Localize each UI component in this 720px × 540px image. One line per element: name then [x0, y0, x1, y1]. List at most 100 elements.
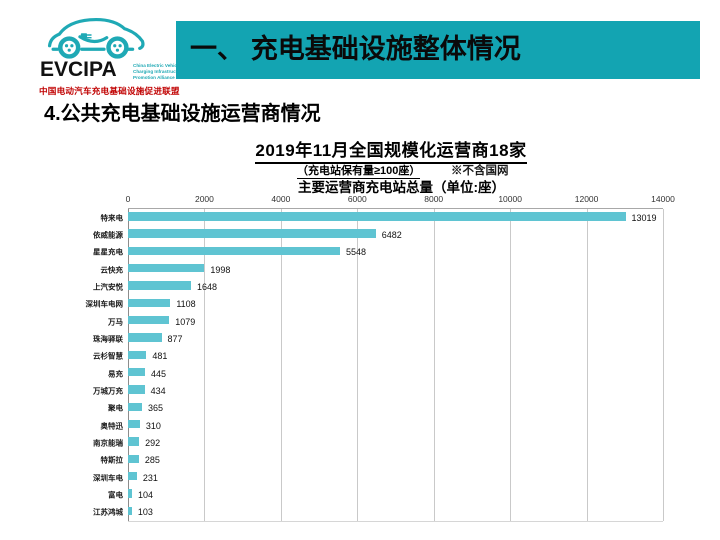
bar-value-label: 481 [152, 351, 168, 362]
x-axis-tick-label: 10000 [498, 194, 522, 204]
bar [128, 229, 376, 238]
bar-category-label: 特来电 [100, 213, 124, 223]
bar-value-label: 103 [137, 507, 153, 518]
x-axis-tick-label: 4000 [271, 194, 291, 204]
bar-category-label: 奥特迅 [100, 421, 124, 431]
bar-value-label: 877 [167, 333, 183, 344]
bar [128, 281, 191, 290]
gridline [204, 209, 206, 521]
bar [128, 315, 170, 325]
bar-row: 上汽安悦 1648 [93, 278, 663, 295]
bar-row: 富电 104 [108, 486, 663, 503]
gridline [433, 209, 435, 521]
chart-title: 2019年11月全国规模化运营商18家 [255, 136, 527, 164]
bar-row: 南京能瑞 292 [93, 434, 663, 451]
evcipa-logo: EVCIPA China Electric Vehicle Charging I… [38, 6, 188, 96]
bar-row: 奥特迅 310 [101, 417, 663, 434]
gridline [510, 209, 512, 521]
bar-value-label: 231 [142, 472, 158, 483]
bar [128, 333, 162, 342]
bar-value-label: 1079 [175, 316, 196, 327]
chart-title-wrap: 2019年11月全国规模化运营商18家 [181, 136, 601, 164]
bar-category-label: 聚电 [108, 403, 123, 413]
gridline [280, 209, 282, 521]
y-axis-line [128, 209, 129, 521]
gridline [586, 209, 588, 521]
bar [128, 402, 142, 412]
bar-value-label: 310 [145, 420, 161, 431]
bar-row: 依威能源 6482 [93, 226, 663, 243]
bar-row: 云快充 1998 [101, 261, 663, 278]
page-title: 一、 充电基础设施整体情况 [190, 34, 521, 64]
bar-category-label: 特斯拉 [100, 455, 124, 465]
bar-value-label: 104 [137, 489, 153, 500]
bar-row: 深圳车电 231 [93, 469, 663, 486]
bar-category-label: 云快充 [100, 265, 124, 275]
x-axis-tick-label: 8000 [424, 194, 444, 204]
bar-row: 星星充电 5548 [93, 244, 663, 261]
chart-subtitle: （充电站保有量≥100座） [297, 162, 421, 179]
logo-english-name: China Electric Vehicle Charging Infrastr… [133, 63, 185, 80]
bar-value-label: 6482 [381, 229, 402, 240]
bar-category-label: 万马 [108, 317, 123, 327]
bar-value-label: 365 [147, 403, 163, 414]
slide-header-bar: 一、 充电基础设施整体情况 [176, 21, 700, 79]
bar-category-label: 易充 [108, 369, 123, 379]
bar-row: 易充 445 [108, 365, 663, 382]
bar-category-label: 上汽安悦 [93, 282, 123, 292]
section-title: 4.公共充电基础设施运营商情况 [44, 103, 321, 125]
bar-category-label: 云杉智慧 [93, 351, 123, 361]
chart-note: ※不含国网 [451, 165, 509, 177]
x-axis: 0 2000 4000 6000 8000 10000 12000 14000 [125, 194, 675, 207]
bar-row: 深圳车电网 1108 [86, 296, 663, 313]
bar-category-label: 星星充电 [93, 247, 123, 257]
bar-category-label: 南京能瑞 [93, 438, 123, 448]
bar [128, 506, 132, 516]
bar-value-label: 5548 [346, 247, 367, 258]
bar-row: 珠海驿联 877 [93, 330, 663, 347]
x-axis-tick-label: 0 [125, 194, 131, 204]
bar-row: 特斯拉 285 [101, 452, 663, 469]
gridline [663, 209, 664, 521]
bar-category-label: 深圳车电网 [85, 299, 124, 309]
gridline [357, 209, 359, 521]
bar-row: 万城万充 434 [93, 382, 663, 399]
bar-value-label: 1998 [210, 264, 231, 275]
bar-category-label: 珠海驿联 [93, 334, 123, 344]
bar-row: 云杉智慧 481 [93, 348, 663, 365]
bar-chart: 0 2000 4000 6000 8000 10000 12000 14000 特来电 1301… [86, 194, 675, 522]
bar-category-label: 富电 [108, 490, 123, 500]
chart-axis-title: 主要运营商充电站总量（单位:座） [298, 180, 505, 195]
bar-value-label: 285 [144, 455, 160, 466]
logo-chinese-name: 中国电动汽车充电基础设施促进联盟 [39, 86, 180, 96]
bar-category-label: 万城万充 [93, 386, 123, 396]
x-axis-tick-label: 2000 [194, 194, 214, 204]
bar [128, 419, 140, 429]
bar [128, 263, 205, 273]
bar-value-label: 445 [151, 368, 167, 379]
bar [128, 212, 626, 221]
bar [128, 298, 171, 308]
bar [128, 489, 132, 498]
bar [128, 350, 147, 360]
bar-row: 万马 1079 [108, 313, 663, 330]
bar [128, 246, 340, 256]
bar-category-label: 江苏鸿城 [93, 507, 123, 517]
ev-car-icon [47, 17, 145, 59]
bar-row: 聚电 365 [108, 400, 663, 417]
plot-area: 特来电 13019 依威能源 6482 星星充电 5548 云快充 1998 上汽安悦 1648 深… [86, 208, 664, 522]
bar-category-label: 深圳车电 [93, 473, 123, 483]
logo-acronym: EVCIPA [40, 58, 117, 81]
bar-value-label: 1648 [196, 281, 217, 292]
x-axis-tick-label: 12000 [574, 194, 599, 204]
bar-value-label: 292 [145, 437, 161, 448]
bar-row: 特来电 13019 [101, 209, 663, 226]
bar [128, 437, 140, 446]
bar [128, 385, 145, 394]
x-axis-tick-label: 6000 [347, 194, 367, 204]
x-axis-tick-label: 14000 [651, 194, 675, 204]
bar-value-label: 1108 [176, 299, 196, 310]
bar [128, 471, 137, 481]
bar-value-label: 434 [150, 385, 166, 396]
